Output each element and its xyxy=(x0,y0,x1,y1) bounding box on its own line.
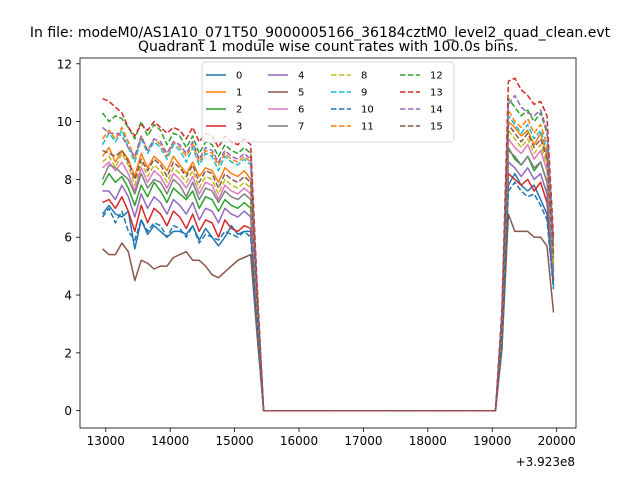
legend-label-2: 2 xyxy=(236,105,242,116)
y-tick-label: 2 xyxy=(64,346,72,360)
legend-label-14: 14 xyxy=(430,105,443,116)
y-axis: 0 2 4 6 8 10 12 xyxy=(57,57,80,418)
x-tick-label: 13000 xyxy=(87,434,125,448)
x-tick-label: 20000 xyxy=(538,434,576,448)
y-tick-label: 12 xyxy=(57,57,72,71)
chart-title: Quadrant 1 module wise count rates with … xyxy=(138,39,518,55)
figure-suptitle: In file: modeM0/AS1A10_071T50_9000005166… xyxy=(30,25,611,41)
legend-label-5: 5 xyxy=(298,88,304,99)
x-tick-label: 14000 xyxy=(151,434,189,448)
y-tick-label: 0 xyxy=(64,404,72,418)
series-line-9 xyxy=(101,115,555,412)
legend-label-0: 0 xyxy=(236,71,242,82)
x-axis-offset-label: +3.923e8 xyxy=(516,455,575,469)
legend-label-9: 9 xyxy=(361,88,367,99)
plot-area: 13000 14000 15000 16000 17000 18000 19000 20000… xyxy=(57,57,577,469)
axes-frame xyxy=(79,57,577,429)
x-tick-label: 18000 xyxy=(409,434,447,448)
x-tick-label: 15000 xyxy=(216,434,254,448)
legend-label-3: 3 xyxy=(236,122,242,133)
series-line-15 xyxy=(102,123,555,412)
legend-label-11: 11 xyxy=(361,122,374,133)
x-tick-label: 17000 xyxy=(344,434,382,448)
legend-label-6: 6 xyxy=(298,105,304,116)
legend-label-7: 7 xyxy=(298,122,304,133)
series-layer xyxy=(101,77,555,412)
y-tick-label: 8 xyxy=(64,173,72,187)
legend-label-1: 1 xyxy=(236,88,242,99)
x-tick-label: 16000 xyxy=(280,434,318,448)
legend-label-12: 12 xyxy=(430,71,443,82)
x-tick-label: 19000 xyxy=(473,434,511,448)
x-axis: 13000 14000 15000 16000 17000 18000 19000 20000 xyxy=(87,428,576,448)
legend-frame xyxy=(201,61,455,143)
legend-label-13: 13 xyxy=(430,88,443,99)
y-tick-label: 6 xyxy=(64,231,72,245)
legend-label-10: 10 xyxy=(361,105,374,116)
y-tick-label: 4 xyxy=(64,289,72,303)
legend-label-8: 8 xyxy=(361,71,367,82)
y-tick-label: 10 xyxy=(57,115,72,129)
legend-label-15: 15 xyxy=(430,122,443,133)
legend-label-4: 4 xyxy=(298,71,304,82)
series-line-14 xyxy=(102,94,555,412)
